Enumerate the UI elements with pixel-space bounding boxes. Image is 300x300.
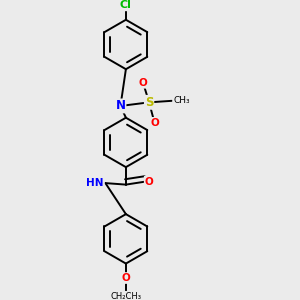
Text: O: O bbox=[150, 118, 159, 128]
Text: Cl: Cl bbox=[120, 0, 132, 10]
Text: CH₃: CH₃ bbox=[173, 96, 190, 105]
Text: O: O bbox=[145, 177, 154, 187]
Text: S: S bbox=[145, 96, 153, 109]
Text: O: O bbox=[122, 273, 130, 283]
Text: CH₂CH₃: CH₂CH₃ bbox=[110, 292, 141, 300]
Text: HN: HN bbox=[86, 178, 104, 188]
Text: N: N bbox=[116, 100, 125, 112]
Text: O: O bbox=[139, 78, 147, 88]
